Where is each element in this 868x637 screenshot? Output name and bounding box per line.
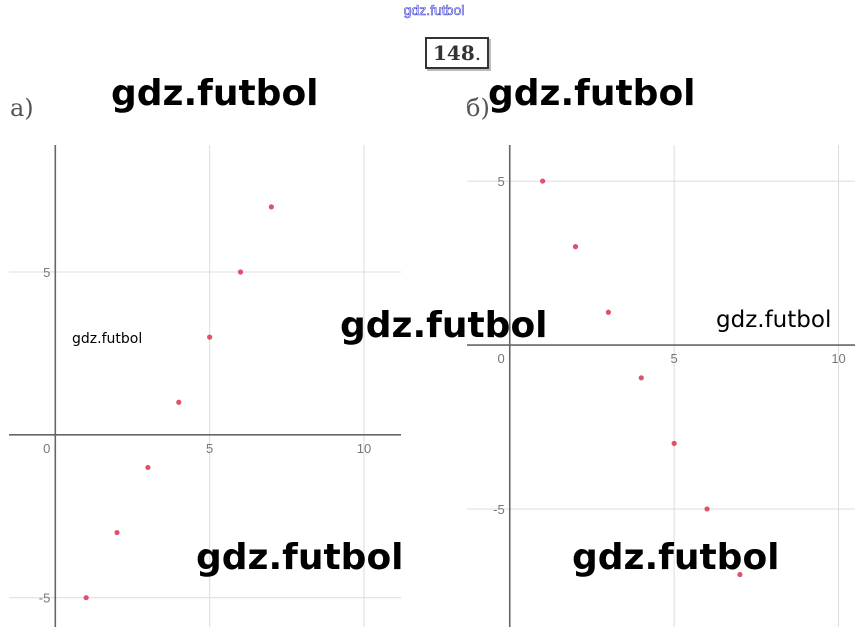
watermark-a-bottom: gdz.futbol	[196, 537, 404, 578]
chart-b-point-4	[638, 375, 644, 381]
chart-b-point-1	[540, 178, 546, 184]
chart-a-point-2	[114, 529, 120, 536]
chart-b-y-tick-label: -5	[493, 502, 505, 517]
chart-a: 0 5 10 5 -5	[9, 145, 401, 627]
chart-a-point-7	[268, 204, 274, 210]
chart-a-x-tick-label: 5	[206, 441, 213, 456]
chart-b-x-tick-label: 0	[498, 351, 505, 366]
watermark-center: gdz.futbol	[340, 305, 548, 346]
header-watermark: gdz.futbol	[403, 2, 465, 19]
chart-b-point-2	[572, 244, 579, 250]
watermark-b-bottom: gdz.futbol	[572, 537, 780, 578]
watermark-b-right: gdz.futbol	[716, 307, 832, 333]
task-number-dot: .	[474, 41, 482, 65]
chart-a-point-4	[176, 399, 182, 405]
chart-b: 0 5 10 5 -5	[467, 145, 855, 627]
chart-a-point-3	[145, 464, 151, 471]
chart-b-point-3	[605, 309, 611, 315]
part-label-b: б)	[466, 94, 490, 122]
chart-b-x-tick-label: 10	[831, 351, 845, 366]
chart-b-point-6	[704, 506, 710, 512]
chart-a-x-tick-label: 0	[43, 441, 50, 456]
chart-a-y-tick-label: -5	[39, 591, 51, 606]
part-label-a: а)	[10, 94, 34, 122]
task-number-badge: 148.	[425, 37, 490, 69]
chart-a-x-tick-label: 10	[357, 441, 371, 456]
chart-a-point-6	[237, 269, 244, 275]
task-number: 148	[433, 41, 475, 65]
chart-b-y-tick-label: 5	[498, 174, 505, 189]
chart-a-y-tick-label: 5	[43, 265, 50, 280]
chart-a-point-1	[83, 595, 89, 601]
watermark-a-top: gdz.futbol	[111, 73, 319, 114]
chart-a-point-5	[207, 334, 213, 340]
chart-b-point-5	[671, 440, 677, 446]
chart-b-x-tick-label: 5	[671, 351, 678, 366]
watermark-a-left: gdz.futbol	[72, 331, 143, 347]
chart-b-point-7	[737, 571, 743, 578]
watermark-b-top: gdz.futbol	[488, 73, 696, 114]
